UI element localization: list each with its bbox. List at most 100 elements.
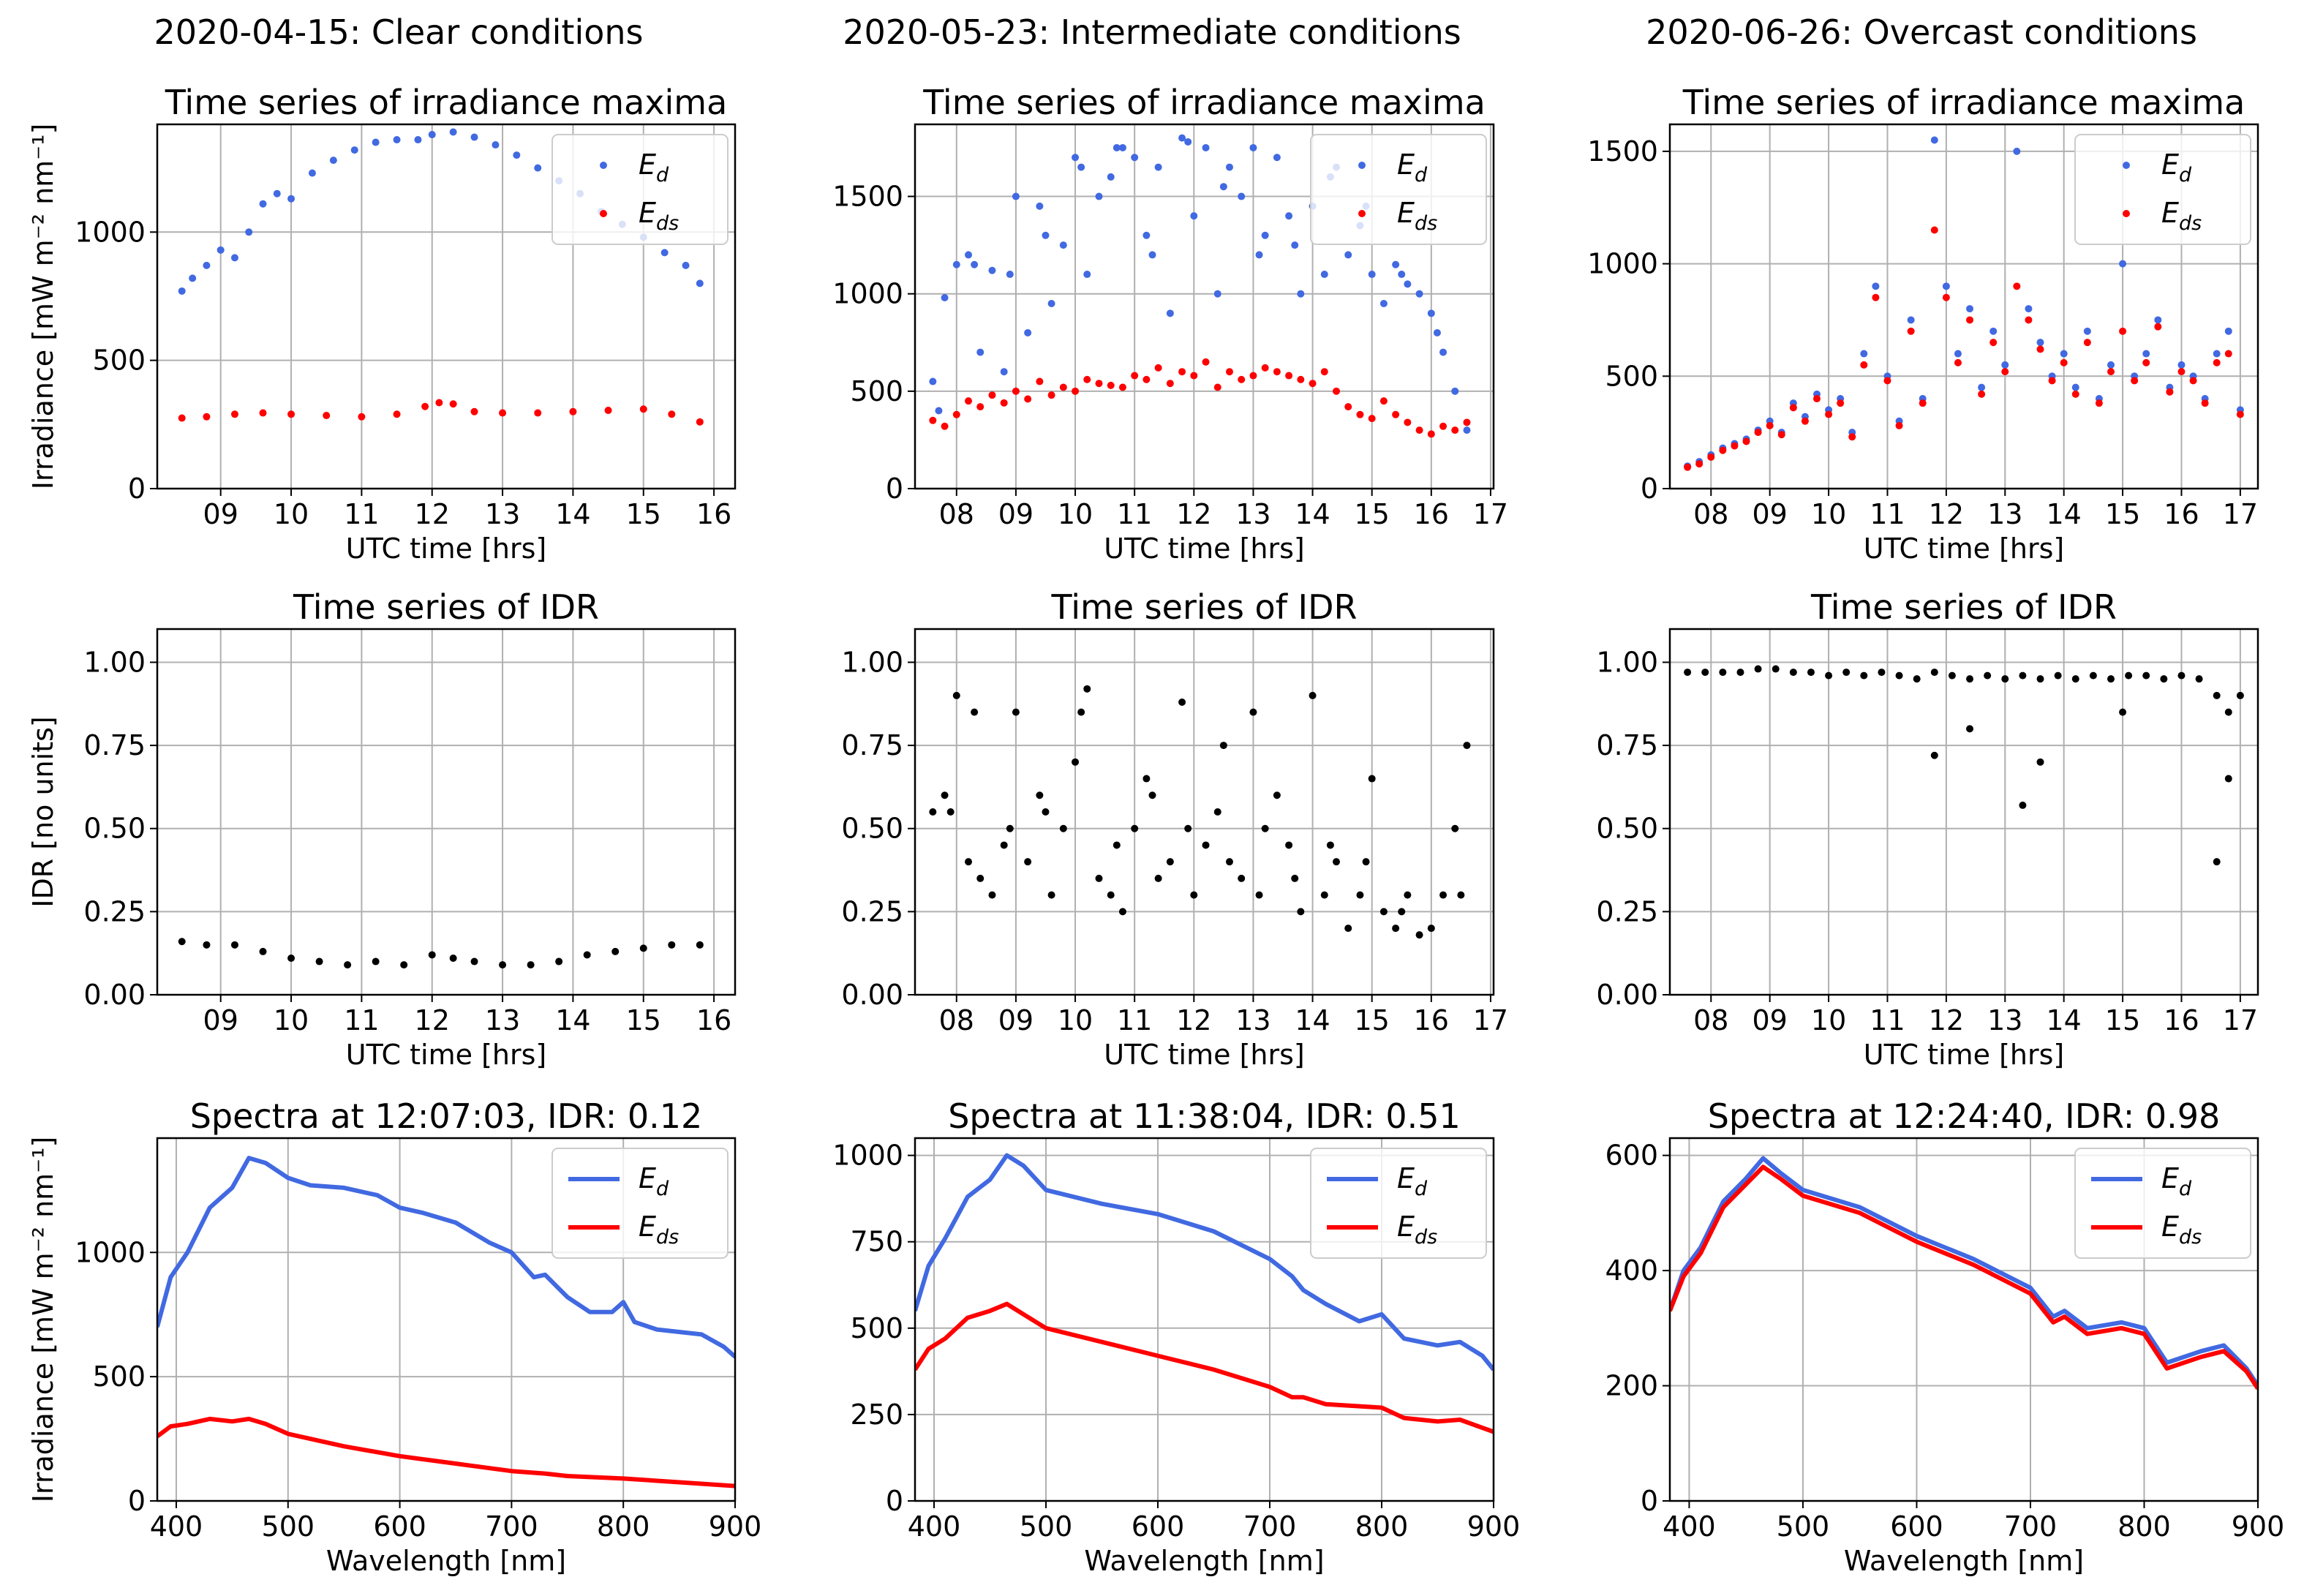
data-point: [1883, 377, 1891, 385]
data-point: [1415, 931, 1423, 939]
data-point: [1249, 372, 1257, 380]
data-point: [1772, 665, 1780, 673]
data-point: [1825, 671, 1833, 680]
data-point: [2001, 361, 2009, 369]
data-point: [2025, 316, 2033, 324]
data-point: [393, 136, 401, 144]
x-tick-label: 14: [2047, 498, 2082, 530]
x-tick-label: 14: [1295, 1004, 1330, 1036]
x-tick-label: 900: [1467, 1510, 1521, 1543]
legend-label: Eds: [639, 1211, 679, 1249]
data-point: [1225, 368, 1233, 376]
chart-title: Spectra at 12:24:40, IDR: 0.98: [1708, 1096, 2221, 1136]
chart-panel-r1c2: 08 09 10 11 12 13 14 15 16 17 0.00 0.25 0.50 0.75 1.00…: [1596, 587, 2259, 1071]
y-tick-label: 0: [1641, 473, 1658, 505]
x-tick-label: 09: [1753, 498, 1788, 530]
data-point: [2071, 675, 2079, 683]
data-point: [1095, 380, 1103, 388]
data-point: [1801, 417, 1809, 425]
y-tick-label: 1000: [832, 1140, 903, 1172]
data-point: [2083, 327, 2091, 335]
data-point: [696, 941, 704, 949]
data-point: [1848, 433, 1856, 441]
data-point: [1966, 675, 1974, 683]
data-point: [1684, 463, 1692, 471]
x-tick-label: 11: [344, 498, 379, 530]
y-axis-label: Irradiance [mW m⁻² nm⁻¹]: [27, 1137, 59, 1503]
chart-panel-r2c0: 400 500 600 700 800 900 0 500 1000 Spectra at 12:…: [27, 1096, 761, 1577]
x-axis-label: Wavelength [nm]: [1084, 1545, 1324, 1577]
x-tick-label: 09: [203, 498, 238, 530]
y-tick-label: 1000: [75, 1236, 146, 1268]
data-point: [1059, 241, 1067, 249]
x-tick-label: 12: [415, 1004, 450, 1036]
data-point: [428, 131, 436, 139]
data-point: [1255, 891, 1263, 899]
x-tick-label: 500: [262, 1510, 315, 1543]
legend-swatch: [600, 162, 607, 169]
data-point: [1273, 791, 1281, 799]
data-point: [1742, 437, 1750, 445]
data-point: [1379, 908, 1388, 916]
data-point: [287, 195, 295, 203]
x-tick-label: 13: [485, 498, 520, 530]
data-point: [1842, 669, 1851, 677]
x-axis-label: Wavelength [nm]: [1844, 1545, 2084, 1577]
data-point: [1930, 226, 1938, 234]
data-point: [1273, 368, 1281, 376]
data-point: [1860, 350, 1868, 358]
legend-box: [1310, 134, 1487, 245]
data-point: [1427, 309, 1435, 317]
series-line-eds: [157, 1416, 735, 1488]
legend-box: [551, 134, 729, 245]
data-point: [1006, 824, 1014, 832]
data-point: [2195, 675, 2203, 683]
data-point: [1320, 891, 1328, 899]
data-point: [1131, 824, 1139, 832]
data-point: [1166, 858, 1174, 866]
y-tick-label: 1000: [832, 278, 903, 310]
legend-label: Eds: [639, 197, 679, 235]
data-point: [2060, 350, 2068, 358]
legend-label: Eds: [2161, 197, 2202, 235]
data-point: [1083, 375, 1091, 383]
data-point: [668, 410, 676, 418]
data-point: [929, 808, 937, 816]
data-point: [1860, 671, 1868, 680]
x-tick-label: 09: [1753, 1004, 1788, 1036]
legend-label: Eds: [1397, 197, 1437, 235]
data-point: [1238, 375, 1246, 383]
data-point: [604, 407, 612, 415]
data-point: [245, 228, 253, 236]
data-point: [1398, 271, 1406, 279]
data-point: [2201, 399, 2209, 407]
data-point: [1273, 154, 1281, 162]
x-tick-label: 15: [626, 1004, 661, 1036]
chart-panel-r1c1: 08 09 10 11 12 13 14 15 16 17 0.00 0.25 0.50 0.75 1.00…: [841, 587, 1508, 1071]
y-tick-label: 500: [1605, 360, 1658, 392]
data-point: [1837, 399, 1845, 407]
data-point: [2107, 368, 2115, 376]
data-point: [1213, 383, 1221, 391]
data-point: [1219, 183, 1227, 191]
y-tick-label: 1.00: [1596, 646, 1658, 678]
y-tick-label: 1000: [75, 216, 146, 248]
data-point: [2095, 399, 2103, 407]
y-tick-label: 0: [1641, 1485, 1658, 1517]
data-point: [178, 414, 186, 422]
data-point: [2036, 758, 2044, 766]
x-tick-label: 11: [344, 1004, 379, 1036]
y-tick-label: 0.50: [841, 813, 903, 845]
x-tick-label: 11: [1870, 1004, 1905, 1036]
axes-frame: [914, 628, 1495, 996]
data-point: [668, 941, 676, 949]
x-tick-label: 13: [1987, 1004, 2022, 1036]
data-point: [527, 961, 535, 969]
data-point: [1919, 399, 1927, 407]
series-line-ed: [157, 1156, 735, 1359]
data-point: [2119, 327, 2127, 335]
data-point: [1427, 430, 1435, 438]
data-point: [2166, 388, 2174, 396]
data-point: [1036, 202, 1044, 210]
column-title-2: 2020-05-23: Intermediate conditions: [843, 12, 1461, 52]
